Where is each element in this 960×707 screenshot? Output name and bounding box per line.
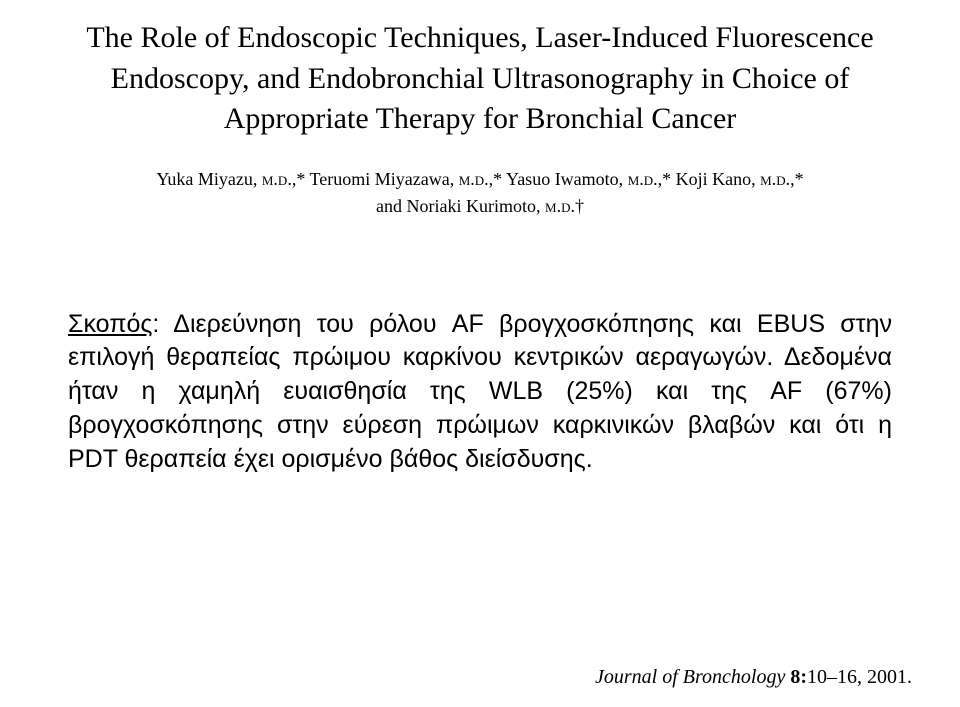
purpose-label: Σκοπός bbox=[68, 310, 152, 338]
author-3-degree: m.d., bbox=[628, 169, 662, 189]
author-1-name: Yuka Miyazu, bbox=[156, 169, 261, 189]
author-4-mark: * bbox=[795, 169, 804, 189]
abstract-sentence-1: Διερεύνηση του ρόλου AF βρογχοσκόπησης κ… bbox=[68, 310, 892, 372]
abstract-paragraph: Σκοπός: Διερεύνηση του ρόλου AF βρογχοσκ… bbox=[68, 308, 892, 477]
journal-pages: 10–16, 2001. bbox=[807, 666, 912, 688]
author-5-mark: † bbox=[575, 196, 584, 216]
author-4-degree: m.d., bbox=[760, 169, 794, 189]
author-5-degree: m.d. bbox=[545, 196, 575, 216]
paper-title: The Role of Endoscopic Techniques, Laser… bbox=[50, 18, 910, 140]
journal-citation: Journal of Bronchology 8:10–16, 2001. bbox=[595, 666, 912, 689]
author-3-mark: * bbox=[662, 169, 676, 189]
authors-line2-lead: and bbox=[376, 196, 407, 216]
author-1-mark: * bbox=[296, 169, 309, 189]
author-5-name: Noriaki Kurimoto, bbox=[407, 196, 545, 216]
page: The Role of Endoscopic Techniques, Laser… bbox=[0, 0, 960, 707]
author-3-name: Yasuo Iwamoto, bbox=[506, 169, 628, 189]
author-2-mark: * bbox=[493, 169, 506, 189]
authors-block: Yuka Miyazu, m.d.,* Teruomi Miyazawa, m.… bbox=[70, 166, 890, 220]
author-1-degree: m.d., bbox=[262, 169, 296, 189]
author-2-degree: m.d., bbox=[459, 169, 493, 189]
journal-name: Journal of Bronchology bbox=[595, 666, 790, 688]
author-2-name: Teruomi Miyazawa, bbox=[310, 169, 459, 189]
author-4-name: Koji Kano, bbox=[676, 169, 761, 189]
journal-volume: 8: bbox=[790, 666, 807, 688]
purpose-sep: : bbox=[152, 310, 173, 338]
